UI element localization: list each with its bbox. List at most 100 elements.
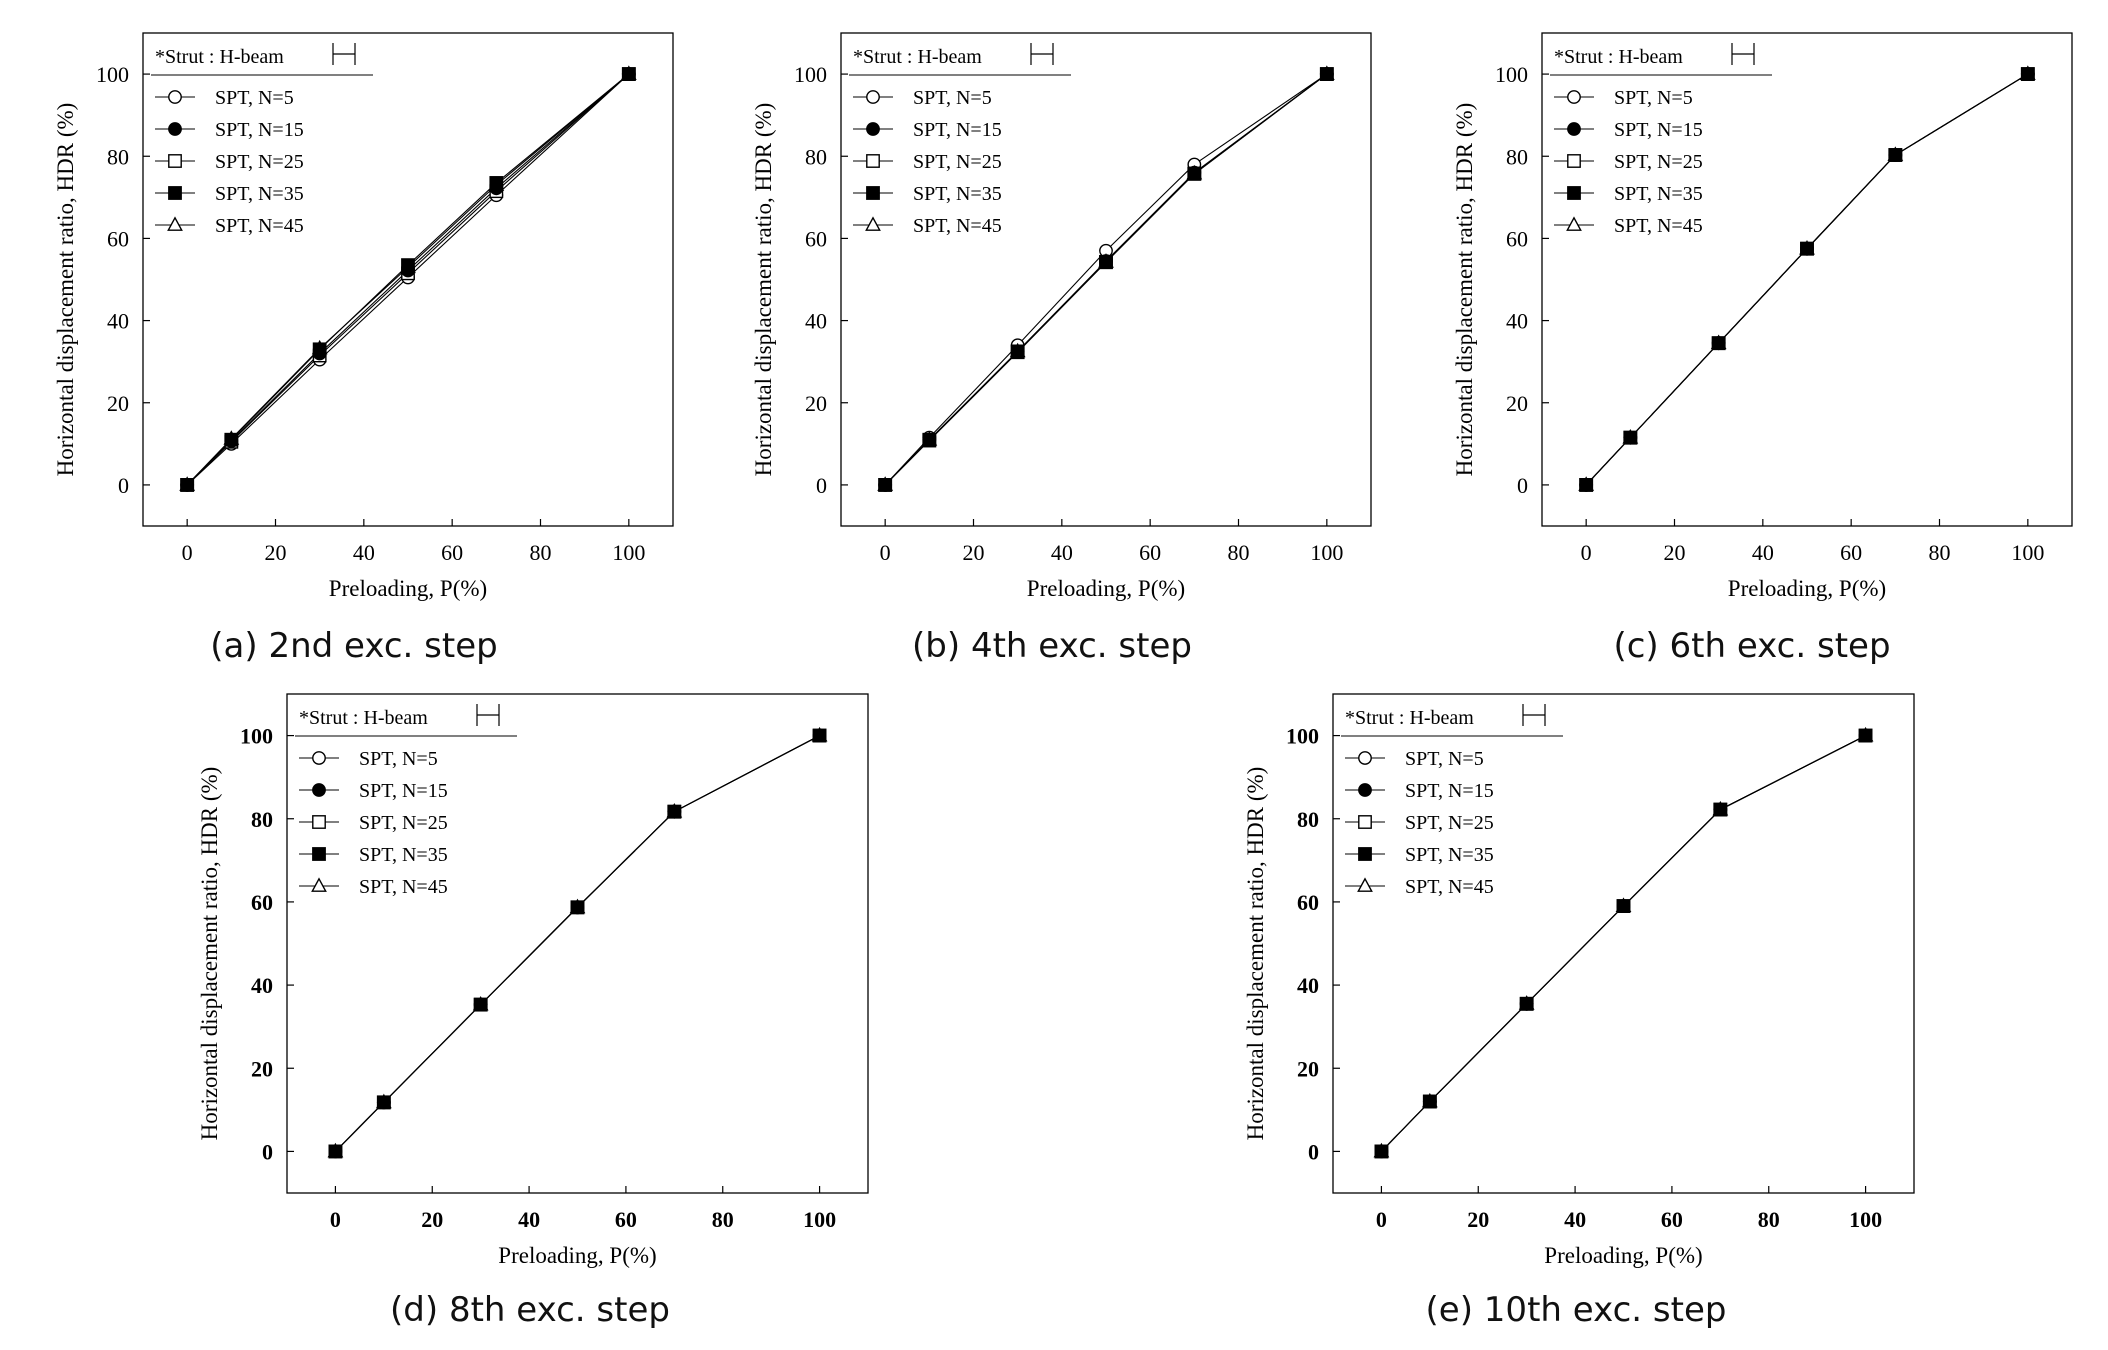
legend-label: SPT, N=5 [359,748,438,770]
legend-label: SPT, N=35 [1405,844,1494,866]
chart-panel-a: 0 20 40 60 80 100 0 20 40 60 80 100 Preloading, P(%)… [53,32,674,601]
plot-frame [1332,693,1915,1194]
x-tick-label: 80 [1758,1207,1780,1232]
h-beam-icon [1731,43,1755,65]
x-tick-label: 60 [441,540,463,565]
legend-label: SPT, N=25 [359,812,448,834]
legend-item: SPT, N=5 [155,87,294,109]
legend-header: *Strut : H-beam [853,46,982,68]
legend-label: SPT, N=45 [913,215,1002,237]
legend-marker [1358,815,1372,829]
chart-panel-e: 0 20 40 60 80 100 0 20 40 60 80 100 Preloading, P(%)… [1243,693,1915,1268]
data-point [1374,1144,1389,1159]
legend-marker [1567,154,1581,168]
data-point [667,804,682,819]
x-tick-label: 100 [612,540,645,565]
y-tick-label: 80 [1297,807,1319,832]
legend-item: SPT, N=15 [299,780,448,802]
data-point [1888,148,1903,162]
x-tick-label: 20 [963,540,985,565]
y-tick-label: 20 [1297,1056,1319,1081]
y-tick-label: 20 [805,391,827,416]
legend-label: SPT, N=45 [359,876,448,898]
h-beam-icon [1522,704,1546,726]
x-tick-label: 80 [1929,540,1951,565]
legend-label: SPT, N=35 [359,844,448,866]
x-tick-label: 60 [615,1207,637,1232]
y-axis-label: Horizontal displacement ratio, HDR (%) [1452,103,1477,477]
data-point [180,478,195,492]
legend-marker [312,815,326,829]
legend-item: SPT, N=5 [853,87,992,109]
y-tick-label: 60 [251,890,273,915]
legend-item: SPT, N=25 [155,151,304,173]
legend-label: SPT, N=35 [913,183,1002,205]
y-axis-label: Horizontal displacement ratio, HDR (%) [1243,767,1268,1141]
legend-label: SPT, N=15 [359,780,448,802]
caption-a: (a) 2nd exc. step [210,626,498,666]
x-tick-label: 20 [421,1207,443,1232]
data-point [376,1095,391,1110]
data-point [1187,167,1202,181]
data-point [312,342,327,357]
x-tick-label: 80 [712,1207,734,1232]
h-beam-icon [1030,43,1054,65]
plot-frame [286,693,869,1194]
legend-marker [1358,783,1372,797]
x-tick-label: 20 [1467,1207,1489,1232]
legend-marker [311,877,327,892]
x-tick-label: 60 [1661,1207,1683,1232]
legend-marker [168,90,182,104]
data-point [401,258,415,273]
legend-marker [1567,186,1581,200]
legend: *Strut : H-beam SPT, N=5 SPT, N=15 SPT, N=2… [151,43,373,237]
legend-marker [168,186,182,200]
legend-marker [1566,216,1582,231]
x-tick-label: 100 [1849,1207,1882,1232]
series-line [884,73,1328,486]
y-tick-label: 20 [107,391,129,416]
data-point [1010,345,1025,360]
data-point [922,433,937,448]
legend-marker [312,751,326,765]
plot-frame [1541,32,2073,527]
data-point [2020,67,2035,81]
series-line [1381,735,1866,1152]
legend-marker [866,186,880,200]
x-axis-label: Preloading, P(%) [1728,576,1886,601]
legend-item: SPT, N=15 [853,119,1002,141]
data-point [1616,899,1631,913]
y-tick-label: 100 [1495,62,1528,87]
legend-item: SPT, N=45 [853,215,1002,237]
x-axis-label: Preloading, P(%) [329,576,487,601]
legend-label: SPT, N=25 [913,151,1002,173]
y-tick-label: 60 [107,226,129,251]
y-tick-label: 80 [107,144,129,169]
x-tick-label: 100 [803,1207,836,1232]
legend-item: SPT, N=45 [155,215,304,237]
legend-marker [1358,847,1372,861]
legend-item: SPT, N=25 [1345,812,1494,834]
legend-label: SPT, N=5 [913,87,992,109]
caption-d: (d) 8th exc. step [390,1290,670,1330]
legend-marker [312,783,326,797]
y-tick-label: 0 [1308,1139,1319,1164]
x-tick-label: 0 [880,540,891,565]
series-line [335,735,820,1152]
data-point [473,997,488,1012]
x-tick-label: 40 [1051,540,1073,565]
data-point [621,67,636,81]
legend-item: SPT, N=35 [1554,183,1703,205]
y-tick-label: 20 [251,1056,273,1081]
x-tick-label: 80 [1228,540,1250,565]
x-tick-label: 40 [353,540,375,565]
legend-label: SPT, N=45 [1614,215,1703,237]
y-tick-label: 60 [805,226,827,251]
y-tick-label: 60 [1297,890,1319,915]
legend-label: SPT, N=25 [1614,151,1703,173]
x-tick-label: 60 [1840,540,1862,565]
x-axis-label: Preloading, P(%) [1027,576,1185,601]
y-tick-label: 40 [251,973,273,998]
